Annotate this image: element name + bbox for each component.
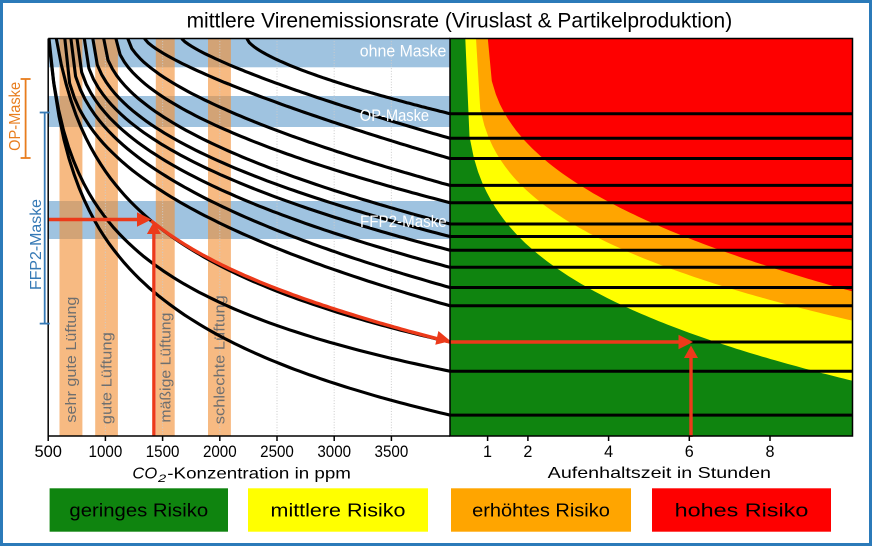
svg-text:2500: 2500: [260, 442, 294, 461]
svg-text:FFP2-Maske: FFP2-Maske: [28, 199, 45, 290]
svg-text:6: 6: [685, 442, 694, 461]
svg-text:2: 2: [157, 473, 168, 485]
svg-text:hohes Risiko: hohes Risiko: [675, 499, 809, 520]
svg-text:3000: 3000: [317, 442, 351, 461]
svg-text:mäßige Lüftung: mäßige Lüftung: [157, 313, 174, 423]
svg-text:sehr gute Lüftung: sehr gute Lüftung: [63, 297, 80, 423]
svg-text:ohne Maske: ohne Maske: [360, 42, 447, 61]
svg-text:schlechte Lüftung: schlechte Lüftung: [212, 295, 229, 424]
svg-text:geringes Risiko: geringes Risiko: [69, 499, 208, 520]
svg-text:1000: 1000: [89, 442, 123, 461]
svg-text:3500: 3500: [375, 442, 409, 461]
svg-text:OP-Maske: OP-Maske: [7, 82, 24, 151]
svg-text:CO: CO: [132, 466, 157, 483]
svg-text:Aufenhaltszeit in Stunden: Aufenhaltszeit in Stunden: [548, 465, 771, 482]
svg-text:1: 1: [483, 442, 492, 461]
svg-text:2: 2: [523, 442, 532, 461]
svg-text:-Konzentration in ppm: -Konzentration in ppm: [167, 466, 351, 483]
svg-text:1500: 1500: [146, 442, 180, 461]
svg-text:8: 8: [766, 442, 775, 461]
svg-text:4: 4: [604, 442, 613, 461]
svg-text:erhöhtes Risiko: erhöhtes Risiko: [472, 499, 610, 520]
svg-text:2000: 2000: [203, 442, 237, 461]
svg-text:mittlere Risiko: mittlere Risiko: [271, 499, 406, 520]
svg-text:gute Lüftung: gute Lüftung: [99, 332, 116, 424]
svg-text:mittlere Virenemissionsrate (V: mittlere Virenemissionsrate (Viruslast &…: [187, 9, 733, 32]
svg-text:500: 500: [34, 442, 62, 461]
svg-text:FFP2-Maske: FFP2-Maske: [360, 212, 447, 231]
svg-text:OP-Maske: OP-Maske: [360, 106, 429, 125]
